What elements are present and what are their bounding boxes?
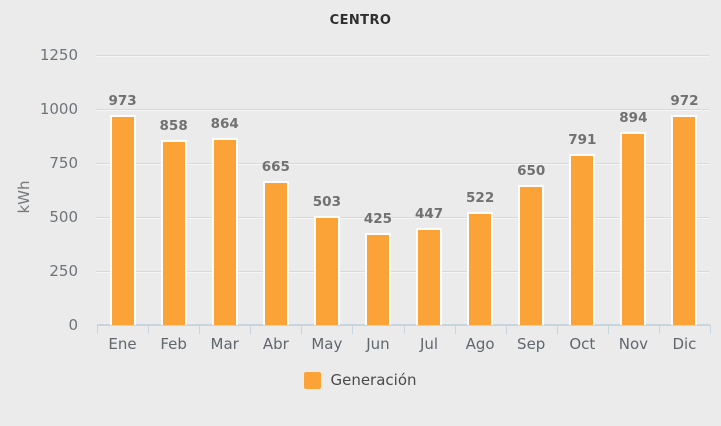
legend-color-swatch: [304, 371, 322, 389]
bar-mar[interactable]: [211, 138, 238, 325]
x-axis-tick: [658, 325, 660, 334]
bar-value-label: 791: [568, 132, 597, 148]
x-axis-label: Dic: [672, 335, 697, 353]
bar-value-label: 972: [670, 93, 699, 109]
x-axis-label: Jul: [419, 335, 439, 353]
bar-nov[interactable]: [620, 132, 647, 325]
x-axis-tick: [556, 325, 558, 334]
chart-title: CENTRO: [329, 13, 392, 28]
bar-may[interactable]: [313, 216, 340, 325]
bar-value-label: 447: [414, 206, 444, 222]
bar-jun[interactable]: [364, 233, 391, 325]
bar-value-label: 503: [312, 194, 341, 210]
legend-item-generacion[interactable]: Generación: [304, 371, 417, 389]
bar-value-label: 522: [466, 190, 495, 206]
x-axis-label: Feb: [160, 335, 187, 353]
bar-value-label: 650: [517, 163, 546, 179]
x-axis-label: Sep: [517, 335, 546, 353]
x-axis-label: May: [311, 335, 343, 353]
bar-value-label: 425: [363, 211, 393, 227]
y-axis-tick-label: 500: [49, 208, 78, 226]
gridline: [96, 271, 709, 272]
y-axis-tick-label: 0: [68, 316, 78, 334]
bar-ene[interactable]: [109, 115, 136, 325]
x-axis-tick: [710, 325, 711, 334]
x-axis-tick: [454, 325, 456, 334]
x-axis-tick: [352, 325, 354, 334]
bar-value-label: 864: [210, 116, 239, 132]
bar-dic[interactable]: [671, 115, 698, 325]
bar-sep[interactable]: [518, 185, 545, 325]
x-axis-label: Ene: [108, 335, 137, 353]
x-axis-tick: [148, 325, 150, 334]
bar-feb[interactable]: [160, 140, 187, 325]
legend-label: Generación: [330, 371, 417, 389]
bar-value-label: 973: [108, 93, 137, 109]
bar-ago[interactable]: [467, 212, 494, 325]
bar-jul[interactable]: [416, 228, 443, 325]
x-axis-tick: [607, 325, 609, 334]
y-axis-tick-label: 750: [49, 154, 78, 172]
x-axis-label: Mar: [210, 335, 239, 353]
y-axis-tick-label: 1000: [39, 100, 78, 118]
x-axis-tick: [505, 325, 507, 334]
legend: Generación: [0, 371, 721, 389]
x-axis-tick: [97, 325, 98, 334]
gridline: [96, 163, 709, 164]
x-axis-label: Oct: [569, 335, 596, 353]
x-axis-label: Ago: [465, 335, 495, 353]
y-axis-tick-label: 1250: [39, 46, 78, 64]
x-axis-tick: [403, 325, 405, 334]
bar-oct[interactable]: [569, 154, 596, 325]
x-axis-label: Jun: [366, 335, 390, 353]
y-axis-tick-label: 250: [49, 262, 78, 280]
x-axis-tick: [199, 325, 201, 334]
x-axis-tick: [250, 325, 252, 334]
x-axis-label: Nov: [618, 335, 648, 353]
bar-value-label: 894: [619, 110, 648, 126]
x-axis-tick: [301, 325, 303, 334]
x-axis-label: Abr: [262, 335, 289, 353]
bar-value-label: 665: [261, 159, 290, 175]
gridline: [96, 217, 709, 218]
gridline: [96, 55, 709, 56]
bar-abr[interactable]: [262, 181, 289, 325]
gridline: [96, 109, 709, 110]
bar-value-label: 858: [159, 118, 188, 134]
